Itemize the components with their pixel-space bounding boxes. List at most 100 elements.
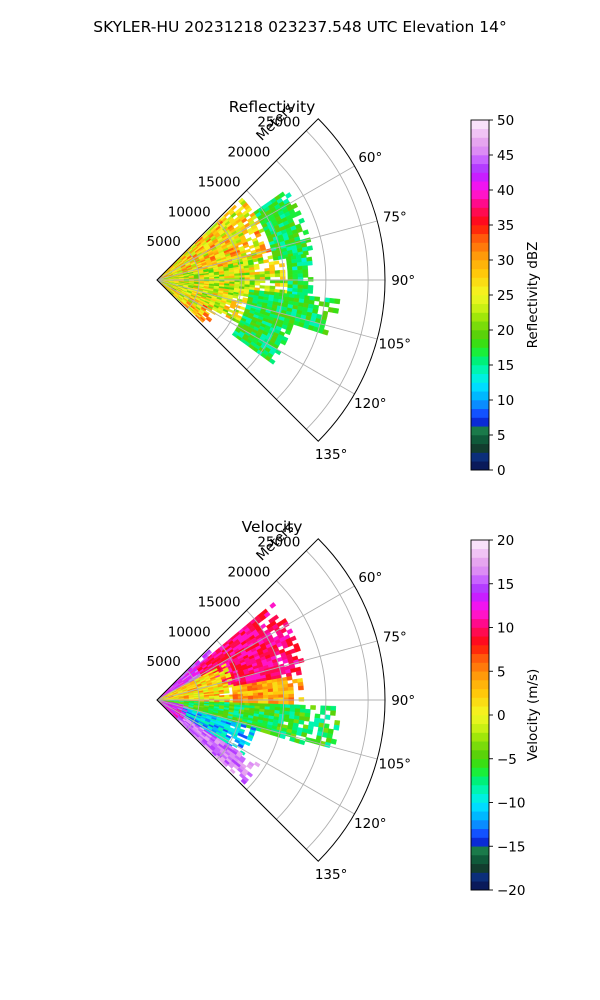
radar-gate bbox=[292, 266, 298, 271]
radar-gate bbox=[218, 691, 225, 695]
colorbar-segment bbox=[471, 566, 489, 576]
radar-gate bbox=[243, 293, 249, 298]
azimuth-tick-label: 60° bbox=[358, 150, 382, 166]
radar-gate bbox=[273, 260, 280, 265]
radar-gate bbox=[252, 692, 259, 697]
radar-gate bbox=[302, 284, 309, 290]
radar-gate bbox=[294, 704, 301, 710]
radar-gate bbox=[302, 265, 309, 271]
colorbar-segment bbox=[471, 225, 489, 235]
radar-gate bbox=[314, 713, 321, 719]
colorbar-tick-label: 35 bbox=[497, 218, 514, 234]
colorbar-segment bbox=[471, 233, 489, 243]
radar-gate bbox=[298, 217, 305, 224]
radar-gate bbox=[297, 685, 304, 691]
radar-gate bbox=[288, 697, 294, 702]
radar-gate bbox=[325, 705, 332, 711]
radar-gate bbox=[327, 306, 335, 313]
radar-gate bbox=[244, 741, 251, 747]
radar-gate bbox=[287, 284, 294, 289]
colorbar-segment bbox=[471, 802, 489, 812]
radar-gate bbox=[306, 245, 314, 251]
radar-gate bbox=[269, 279, 276, 284]
colorbar-tick-label: 45 bbox=[497, 148, 514, 164]
radar-gate bbox=[297, 277, 304, 282]
colorbar-segment bbox=[471, 443, 489, 453]
radar-gate bbox=[294, 708, 301, 713]
radar-gate bbox=[230, 204, 237, 211]
radar-gate bbox=[268, 700, 274, 705]
radar-gate bbox=[332, 307, 340, 314]
colorbar-tick-label: −5 bbox=[497, 752, 517, 768]
radar-gate bbox=[284, 329, 292, 336]
radar-gate bbox=[292, 277, 299, 282]
radar-gate bbox=[274, 703, 281, 708]
radar-gate bbox=[249, 274, 256, 278]
colorbar-segment bbox=[471, 645, 489, 655]
radar-gate bbox=[224, 275, 230, 279]
colorbar-segment bbox=[471, 286, 489, 296]
colorbar-segment bbox=[471, 400, 489, 410]
colorbar-segment bbox=[471, 662, 489, 672]
radar-gate bbox=[247, 695, 254, 699]
radar-gate bbox=[205, 317, 212, 323]
radar-gate bbox=[279, 276, 286, 281]
colorbar-segment bbox=[471, 601, 489, 611]
radar-gate bbox=[298, 739, 306, 746]
colorbar-segment bbox=[471, 706, 489, 716]
radar-gate bbox=[264, 703, 271, 708]
figure-title: SKYLER-HU 20231218 023237.548 UTC Elevat… bbox=[93, 18, 507, 36]
radar-gate bbox=[306, 260, 313, 266]
colorbar-segment bbox=[471, 820, 489, 830]
radar-gate bbox=[258, 700, 264, 704]
colorbar-tick-label: 25 bbox=[497, 288, 514, 304]
colorbar: −20 −15 −10 −5 0 5 10 15 20 Velocity (m/s) bbox=[470, 533, 541, 899]
colorbar-tick-label: 0 bbox=[497, 708, 506, 724]
azimuth-tick-label: 105° bbox=[379, 337, 412, 353]
radar-gate bbox=[269, 602, 277, 609]
radar-gate bbox=[283, 700, 289, 705]
radar-gate bbox=[269, 273, 276, 278]
azimuth-tick-label: 135° bbox=[315, 447, 348, 463]
radar-gate bbox=[267, 691, 274, 696]
colorbar-segment bbox=[471, 750, 489, 760]
colorbar-segment bbox=[471, 172, 489, 182]
azimuth-tick-label: 60° bbox=[358, 570, 382, 586]
radar-gate bbox=[304, 708, 311, 714]
radar-gate bbox=[306, 256, 313, 262]
radar-gate bbox=[334, 298, 341, 305]
colorbar-segment bbox=[471, 671, 489, 681]
radar-gate bbox=[297, 284, 304, 290]
colorbar-segment bbox=[471, 373, 489, 383]
radar-gate bbox=[291, 202, 299, 210]
colorbar-segment bbox=[471, 365, 489, 375]
radar-gate bbox=[283, 697, 289, 702]
radar-gate bbox=[297, 288, 304, 293]
radar-gate bbox=[249, 272, 256, 276]
radar-gate bbox=[288, 690, 294, 695]
colorbar-segment bbox=[471, 741, 489, 751]
radar-gate bbox=[262, 691, 269, 696]
colorbar-segment bbox=[471, 618, 489, 628]
radar-gate bbox=[295, 670, 302, 676]
radar-gate bbox=[286, 675, 293, 681]
colorbar-segment bbox=[471, 417, 489, 427]
colorbar-tick-label: −15 bbox=[497, 839, 526, 855]
colorbar-segment bbox=[471, 128, 489, 138]
radar-gate bbox=[334, 720, 341, 726]
colorbar-segment bbox=[471, 715, 489, 725]
azimuth-tick-label: 120° bbox=[354, 396, 387, 412]
radar-gate bbox=[272, 691, 279, 696]
radar-gate bbox=[297, 269, 304, 275]
colorbar-segment bbox=[471, 251, 489, 261]
radar-gate bbox=[287, 273, 294, 278]
colorbar-segment bbox=[471, 408, 489, 418]
colorbar-segment bbox=[471, 277, 489, 287]
colorbar-segment bbox=[471, 137, 489, 147]
reflectivity-panel: 50001000015000200002500060°75°90°105°120… bbox=[147, 98, 541, 479]
radar-gate bbox=[280, 339, 287, 346]
range-tick-label: 20000 bbox=[227, 145, 270, 161]
radar-gate bbox=[277, 255, 284, 260]
radar-gate bbox=[273, 694, 279, 699]
colorbar-segment bbox=[471, 653, 489, 663]
